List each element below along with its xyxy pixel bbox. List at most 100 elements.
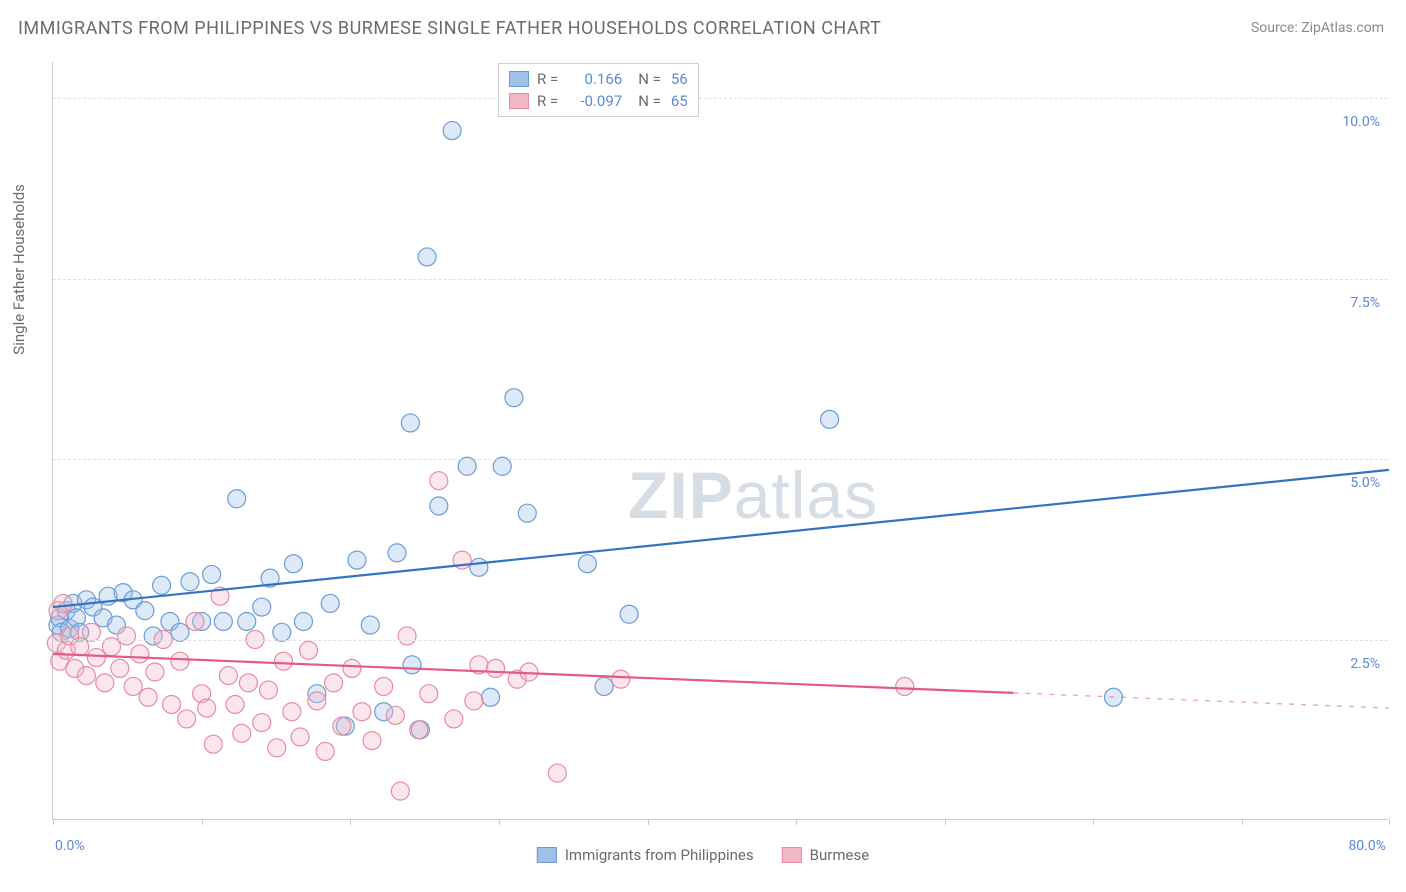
data-point — [146, 663, 164, 681]
data-point — [77, 667, 95, 685]
data-point — [343, 659, 361, 677]
data-point — [308, 692, 326, 710]
data-point — [578, 555, 596, 573]
correlation-legend: R =0.166N =56R =-0.097N =65 — [498, 63, 699, 117]
legend-r-value: 0.166 — [564, 70, 622, 88]
data-point — [181, 573, 199, 591]
data-point — [198, 699, 216, 717]
data-point — [284, 555, 302, 573]
data-point — [291, 728, 309, 746]
data-point — [203, 566, 221, 584]
series-legend-item: Burmese — [782, 846, 870, 864]
legend-swatch — [782, 847, 802, 863]
series-legend-label: Burmese — [810, 846, 870, 864]
x-tick — [202, 819, 203, 825]
chart-title: IMMIGRANTS FROM PHILIPPINES VS BURMESE S… — [18, 18, 881, 39]
data-point — [325, 674, 343, 692]
legend-swatch — [537, 847, 557, 863]
data-point — [321, 594, 339, 612]
x-tick — [1242, 819, 1243, 825]
source-prefix: Source: — [1251, 20, 1301, 36]
data-point — [470, 558, 488, 576]
data-point — [214, 612, 232, 630]
scatter-svg — [53, 62, 1388, 819]
data-point — [226, 695, 244, 713]
data-point — [548, 764, 566, 782]
gridline — [53, 98, 1388, 99]
legend-r-eq: R = — [537, 92, 558, 110]
legend-n-value: 56 — [671, 70, 688, 88]
y-tick-label: 5.0% — [1350, 475, 1380, 491]
data-point — [163, 695, 181, 713]
data-point — [445, 710, 463, 728]
data-point — [178, 710, 196, 728]
data-point — [124, 677, 142, 695]
data-point — [612, 670, 630, 688]
data-point — [430, 472, 448, 490]
data-point — [375, 677, 393, 695]
data-point — [410, 721, 428, 739]
data-point — [153, 576, 171, 594]
data-point — [361, 616, 379, 634]
legend-n-eq: N = — [638, 70, 661, 88]
data-point — [87, 649, 105, 667]
data-point — [482, 688, 500, 706]
data-point — [518, 504, 536, 522]
data-point — [443, 122, 461, 140]
data-point — [363, 732, 381, 750]
series-legend-label: Immigrants from Philippines — [565, 846, 754, 864]
data-point — [821, 410, 839, 428]
data-point — [136, 602, 154, 620]
data-point — [420, 685, 438, 703]
regression-line-extrapolated — [1013, 693, 1389, 708]
data-point — [204, 735, 222, 753]
data-point — [348, 551, 366, 569]
data-point — [333, 717, 351, 735]
data-point — [186, 612, 204, 630]
data-point — [111, 659, 129, 677]
data-point — [896, 677, 914, 695]
data-point — [117, 627, 135, 645]
gridline — [53, 279, 1388, 280]
data-point — [54, 594, 72, 612]
y-axis-title: Single Father Households — [10, 184, 28, 355]
chart-container: IMMIGRANTS FROM PHILIPPINES VS BURMESE S… — [0, 0, 1406, 892]
data-point — [219, 667, 237, 685]
data-point — [398, 627, 416, 645]
data-point — [239, 674, 257, 692]
x-tick — [945, 819, 946, 825]
x-tick — [53, 819, 54, 825]
data-point — [386, 706, 404, 724]
x-tick — [796, 819, 797, 825]
data-point — [253, 598, 271, 616]
legend-swatch — [509, 93, 529, 109]
y-tick-label: 10.0% — [1342, 114, 1380, 130]
data-point — [465, 692, 483, 710]
gridline — [53, 459, 1388, 460]
x-tick — [350, 819, 351, 825]
data-point — [274, 652, 292, 670]
data-point — [620, 605, 638, 623]
data-point — [268, 739, 286, 757]
x-min-label: 0.0% — [55, 838, 85, 854]
regression-line — [53, 470, 1389, 607]
data-point — [171, 652, 189, 670]
data-point — [595, 677, 613, 695]
legend-r-eq: R = — [537, 70, 558, 88]
data-point — [233, 724, 251, 742]
legend-row: R =-0.097N =65 — [509, 90, 688, 112]
series-legend: Immigrants from Philippines Burmese — [537, 846, 869, 864]
legend-n-value: 65 — [671, 92, 688, 110]
x-tick — [648, 819, 649, 825]
data-point — [316, 742, 334, 760]
legend-row: R = 0.166 N = 56 — [509, 68, 688, 90]
x-tick — [499, 819, 500, 825]
data-point — [418, 248, 436, 266]
data-point — [228, 490, 246, 508]
data-point — [403, 656, 421, 674]
source-attribution: Source: ZipAtlas.com — [1251, 20, 1384, 36]
y-tick-label: 7.5% — [1350, 295, 1380, 311]
legend-r-value: -0.097 — [564, 92, 622, 110]
data-point — [353, 703, 371, 721]
data-point — [139, 688, 157, 706]
